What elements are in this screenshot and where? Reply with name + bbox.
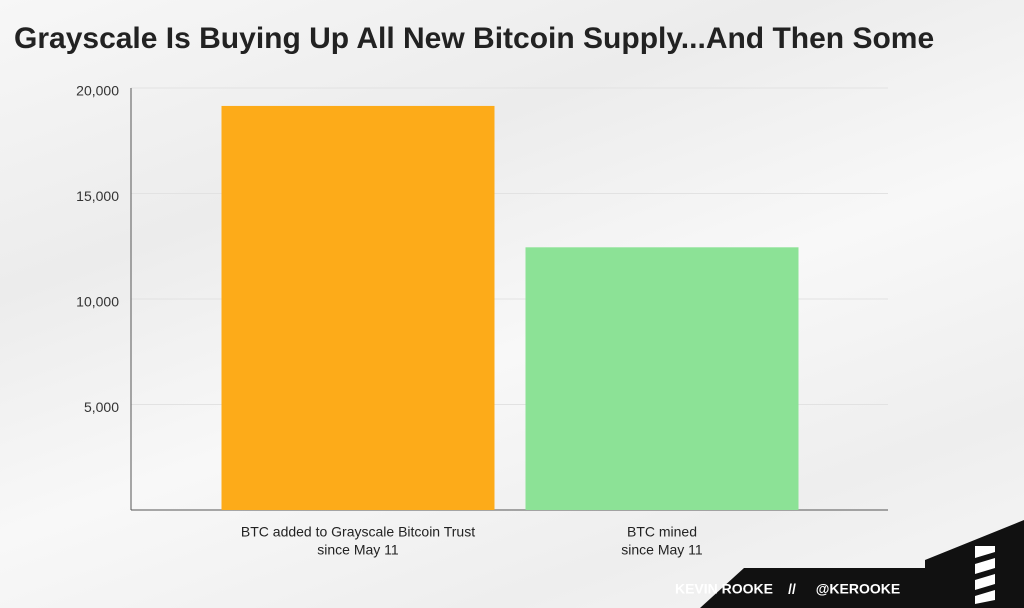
bar bbox=[525, 247, 799, 510]
footer-author: KEVIN ROOKE bbox=[675, 581, 773, 597]
logo-bg bbox=[925, 520, 1024, 608]
footer-separator: // bbox=[788, 581, 796, 597]
x-tick-label: since May 11 bbox=[317, 542, 399, 558]
logo bbox=[975, 546, 995, 604]
footer-handle: @KEROOKE bbox=[816, 581, 900, 597]
y-tick-label: 10,000 bbox=[76, 294, 119, 310]
y-tick-label: 20,000 bbox=[76, 83, 119, 99]
y-tick-label: 5,000 bbox=[84, 399, 119, 415]
footer: KEVIN ROOKE // @KEROOKE bbox=[675, 520, 1024, 608]
y-tick-label: 15,000 bbox=[76, 188, 119, 204]
x-tick-label: BTC added to Grayscale Bitcoin Trust bbox=[241, 524, 475, 540]
x-tick-label: BTC mined bbox=[627, 524, 697, 540]
bar bbox=[221, 105, 495, 510]
x-tick-label: since May 11 bbox=[621, 542, 703, 558]
chart-title: Grayscale Is Buying Up All New Bitcoin S… bbox=[14, 22, 934, 55]
